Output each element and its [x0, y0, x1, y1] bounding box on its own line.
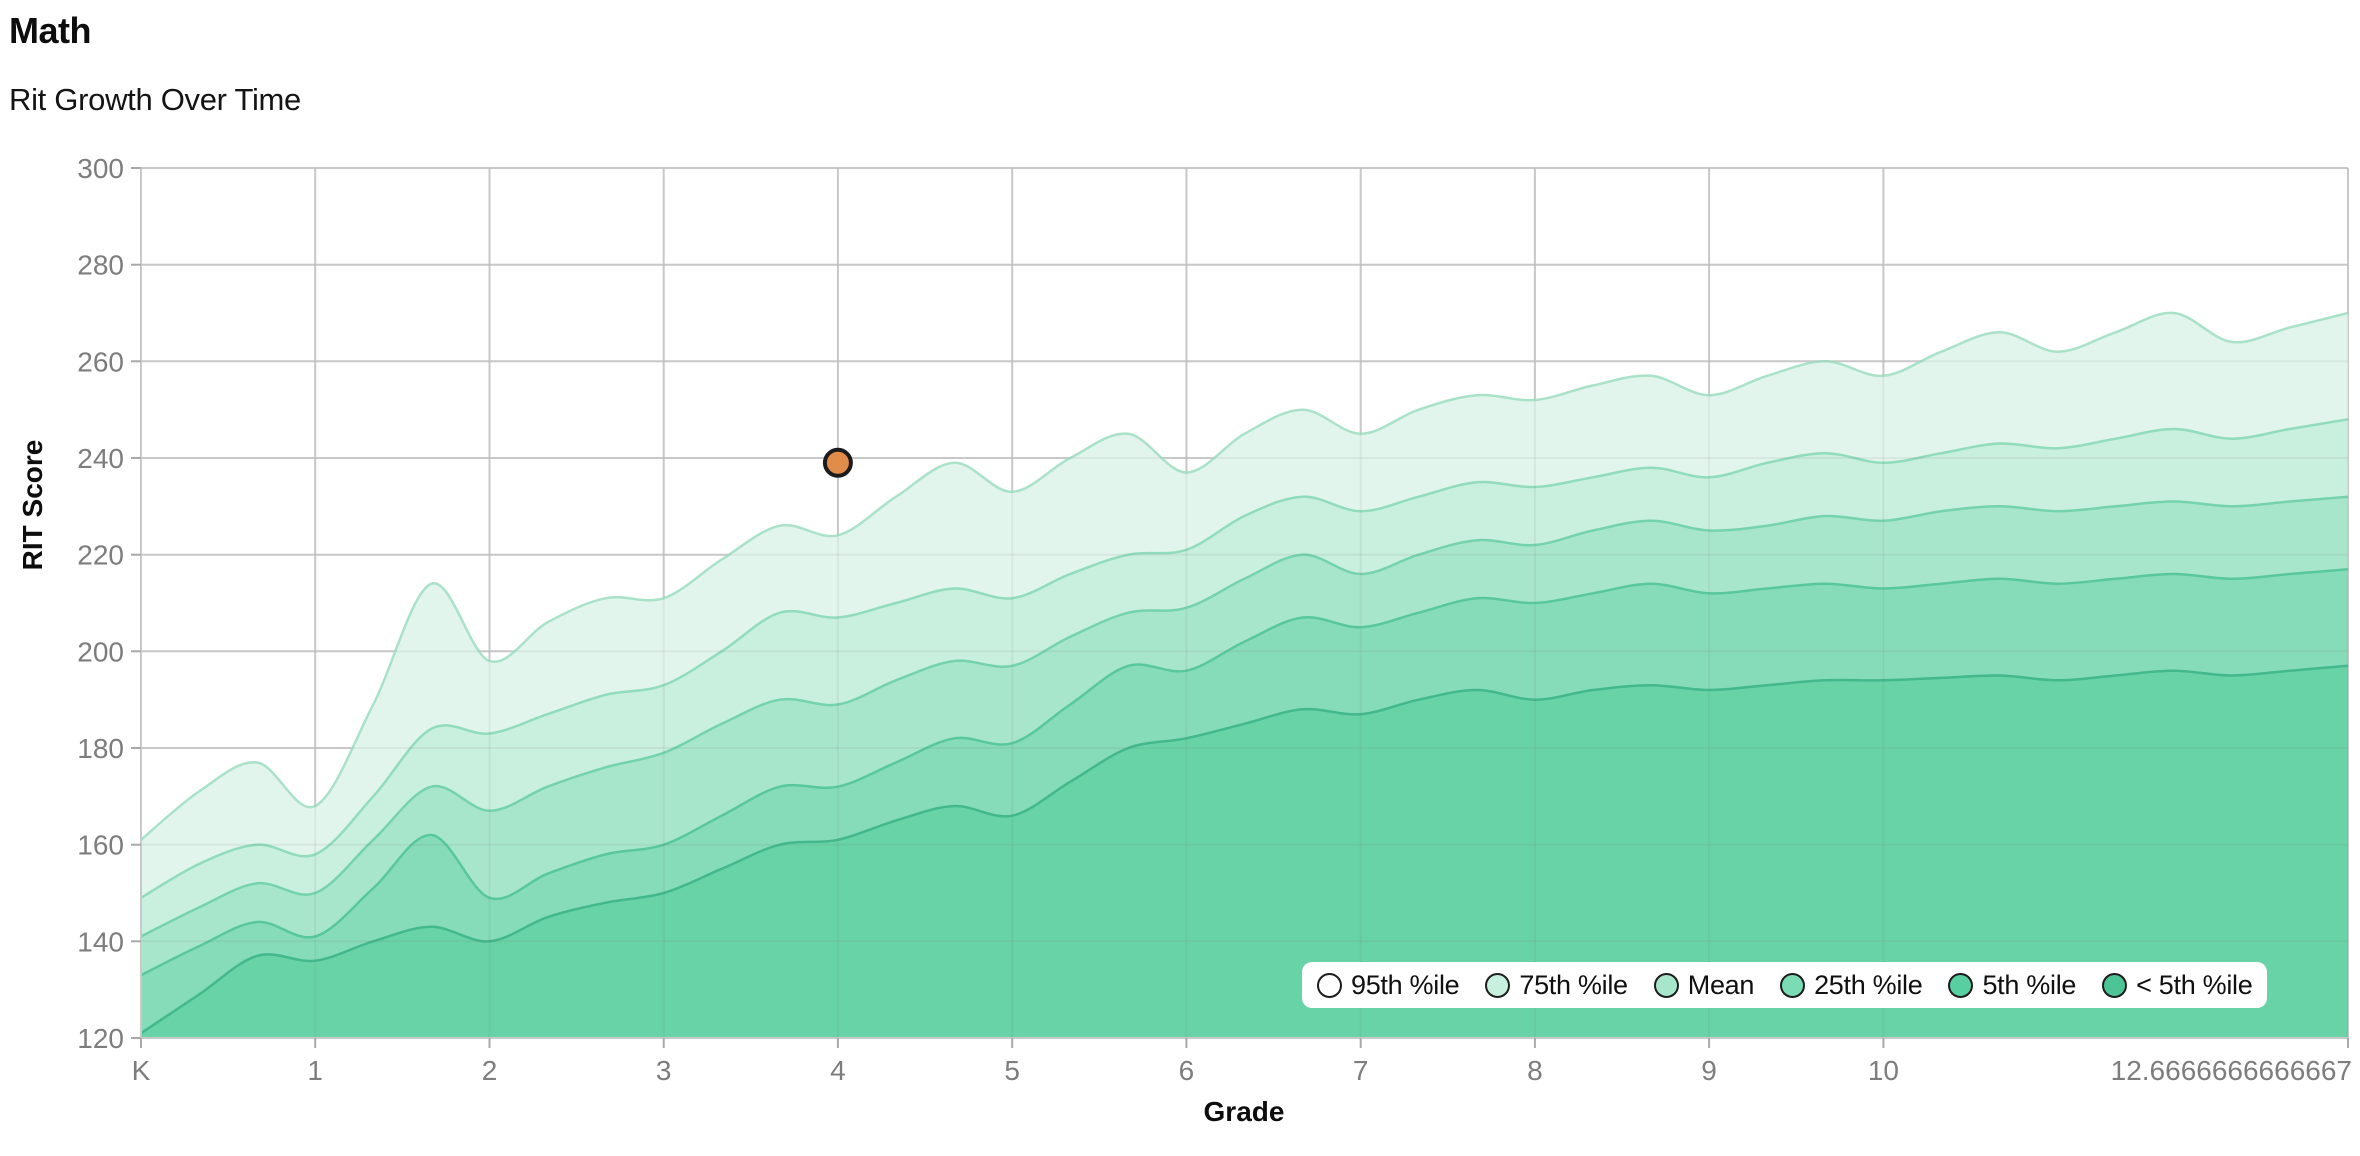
legend-item-mean[interactable]: Mean	[1653, 969, 1755, 1001]
x-tick-label: K	[132, 1055, 151, 1086]
x-tick-label: 4	[830, 1055, 846, 1086]
y-tick-label: 180	[77, 733, 124, 764]
x-tick-label: 7	[1353, 1055, 1369, 1086]
legend-label: 95th %ile	[1351, 969, 1460, 1000]
legend-label: Mean	[1687, 969, 1755, 1000]
curve-mean	[140, 495, 2349, 938]
x-axis-title: Grade	[1203, 1096, 1285, 1127]
legend-label: 5th %ile	[1982, 969, 2077, 1000]
x-tick-label: 6	[1179, 1055, 1195, 1086]
x-tick-label: 3	[656, 1055, 672, 1086]
y-axis-title: RIT Score	[17, 439, 48, 571]
student-score-point[interactable]	[822, 447, 853, 478]
legend-label: 75th %ile	[1519, 969, 1628, 1000]
y-tick-label: 220	[77, 540, 124, 571]
legend-swatch-icon	[1485, 972, 1511, 998]
legend-swatch-icon	[2102, 972, 2128, 998]
curve-95th-ile	[140, 311, 2349, 841]
x-tick-label: 5	[1004, 1055, 1020, 1086]
chart-subtitle: Rit Growth Over Time	[9, 82, 301, 117]
x-tick-label: 9	[1701, 1055, 1717, 1086]
curve-5th-ile	[140, 664, 2349, 1035]
legend-item-5th-ile[interactable]: 5th %ile	[1948, 970, 2076, 1001]
y-tick-label: 120	[77, 1023, 124, 1054]
y-tick-label: 200	[77, 636, 124, 667]
legend-item-25th-ile[interactable]: 25th %ile	[1780, 969, 1923, 1001]
y-tick-label: 300	[77, 153, 124, 184]
x-tick-label: 10	[1868, 1055, 1899, 1086]
y-tick-label: 280	[77, 250, 124, 281]
legend-item-75th-ile[interactable]: 75th %ile	[1485, 969, 1628, 1001]
legend-swatch-icon	[1317, 972, 1342, 998]
curve-25th-ile	[140, 567, 2349, 977]
y-tick-label: 160	[77, 830, 124, 861]
legend-swatch-icon	[1948, 972, 1974, 998]
legend-swatch-icon	[1780, 972, 1806, 998]
legend-label: < 5th %ile	[2136, 969, 2253, 1000]
legend-label: 25th %ile	[1814, 969, 1923, 1000]
x-tick-label: 1	[307, 1055, 323, 1086]
page-title: Math	[9, 10, 92, 51]
y-tick-label: 140	[77, 926, 124, 957]
chart-legend: 95th %ile 75th %ile Mean 25th %ile 5th %ile <…	[1302, 962, 2268, 1008]
x-tick-label: 12.6666666666667	[2111, 1055, 2352, 1086]
legend-item-95th-ile[interactable]: 95th %ile	[1317, 969, 1460, 1001]
y-tick-label: 260	[77, 346, 124, 377]
band-5th-ile	[141, 665, 2348, 1038]
curve-75th-ile	[140, 418, 2349, 899]
y-tick-label: 240	[77, 443, 124, 474]
x-tick-label: 8	[1527, 1055, 1543, 1086]
x-tick-label: 2	[482, 1055, 498, 1086]
legend-swatch-icon	[1653, 972, 1679, 998]
legend-item-5th-ile[interactable]: < 5th %ile	[2102, 969, 2253, 1001]
